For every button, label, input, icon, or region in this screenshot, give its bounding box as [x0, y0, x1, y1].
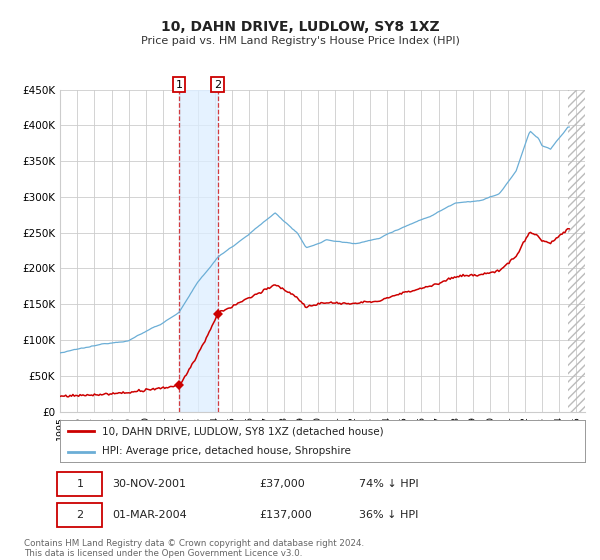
Text: 30-NOV-2001: 30-NOV-2001 — [113, 479, 187, 489]
Text: 74% ↓ HPI: 74% ↓ HPI — [359, 479, 419, 489]
FancyBboxPatch shape — [58, 472, 102, 496]
Text: 10, DAHN DRIVE, LUDLOW, SY8 1XZ: 10, DAHN DRIVE, LUDLOW, SY8 1XZ — [161, 20, 439, 34]
Text: 36% ↓ HPI: 36% ↓ HPI — [359, 510, 419, 520]
Bar — [179, 90, 218, 412]
FancyBboxPatch shape — [58, 503, 102, 528]
Text: Price paid vs. HM Land Registry's House Price Index (HPI): Price paid vs. HM Land Registry's House … — [140, 36, 460, 46]
Text: 01-MAR-2004: 01-MAR-2004 — [113, 510, 187, 520]
Text: HPI: Average price, detached house, Shropshire: HPI: Average price, detached house, Shro… — [102, 446, 351, 456]
Text: £37,000: £37,000 — [260, 479, 305, 489]
Text: 2: 2 — [214, 80, 221, 90]
Bar — [568, 90, 585, 412]
Text: 2: 2 — [76, 510, 83, 520]
Text: 10, DAHN DRIVE, LUDLOW, SY8 1XZ (detached house): 10, DAHN DRIVE, LUDLOW, SY8 1XZ (detache… — [102, 426, 383, 436]
Text: Contains HM Land Registry data © Crown copyright and database right 2024.
This d: Contains HM Land Registry data © Crown c… — [24, 539, 364, 558]
Text: 1: 1 — [176, 80, 182, 90]
Text: 1: 1 — [76, 479, 83, 489]
Text: £137,000: £137,000 — [260, 510, 312, 520]
